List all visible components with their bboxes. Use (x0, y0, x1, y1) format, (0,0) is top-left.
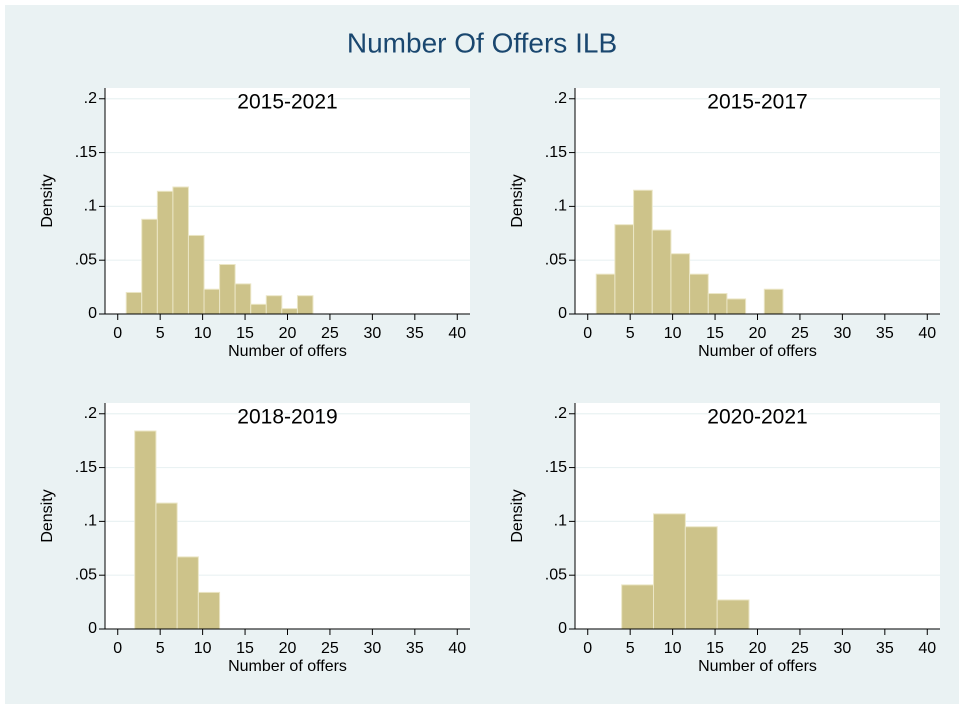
x-tick-label: 30 (363, 640, 381, 657)
x-tick-label: 40 (448, 325, 466, 342)
bar (651, 229, 672, 315)
bar (595, 273, 616, 315)
y-tick-label: .2 (84, 90, 97, 107)
bar (281, 308, 298, 315)
bar (265, 295, 283, 315)
x-tick-label: 40 (918, 325, 936, 342)
x-tick-label: 20 (749, 640, 767, 657)
y-tick-label: .15 (75, 144, 97, 161)
x-tick-label: 15 (706, 640, 724, 657)
x-tick-label: 0 (583, 325, 592, 342)
x-tick-label: 35 (406, 325, 424, 342)
bar (125, 291, 143, 315)
bar (707, 293, 728, 315)
panel-title: 2015-2017 (707, 91, 807, 114)
x-tick-label: 25 (321, 325, 339, 342)
bar (763, 288, 784, 315)
x-axis-label: Number of offers (228, 658, 347, 675)
y-axis-label: Density (509, 489, 526, 542)
y-tick-label: .15 (545, 144, 567, 161)
x-tick-label: 35 (876, 640, 894, 657)
panel-title: 2020-2021 (707, 406, 807, 429)
bar (141, 218, 158, 315)
x-tick-label: 35 (406, 640, 424, 657)
bar (653, 513, 686, 630)
x-tick-label: 10 (194, 325, 212, 342)
x-tick-label: 0 (113, 640, 122, 657)
x-tick-label: 10 (664, 640, 682, 657)
bar (172, 186, 189, 315)
x-tick-label: 25 (791, 325, 809, 342)
x-tick-label: 20 (279, 325, 297, 342)
x-tick-label: 5 (156, 325, 165, 342)
x-tick-label: 40 (918, 640, 936, 657)
y-tick-label: .05 (75, 566, 97, 583)
y-tick-label: .15 (75, 459, 97, 476)
x-tick-label: 5 (626, 640, 635, 657)
bar (670, 253, 691, 315)
figure-title: Number Of Offers ILB (347, 27, 617, 58)
bar (197, 591, 221, 630)
x-tick-label: 30 (833, 640, 851, 657)
x-tick-label: 30 (833, 325, 851, 342)
x-axis-label: Number of offers (228, 343, 347, 360)
y-tick-label: 0 (558, 620, 567, 637)
x-tick-label: 5 (626, 325, 635, 342)
x-tick-label: 10 (194, 640, 212, 657)
y-tick-label: .1 (554, 198, 567, 215)
bar (250, 303, 267, 315)
x-tick-label: 30 (363, 325, 381, 342)
y-tick-label: .1 (84, 513, 97, 530)
y-axis-label: Density (39, 174, 56, 227)
x-tick-label: 25 (791, 640, 809, 657)
y-tick-label: 0 (88, 620, 97, 637)
y-tick-label: .2 (554, 405, 567, 422)
bar (203, 288, 221, 315)
x-tick-label: 15 (236, 640, 254, 657)
y-tick-label: .05 (75, 251, 97, 268)
bar (726, 298, 747, 315)
x-tick-label: 0 (113, 325, 122, 342)
bar (134, 430, 157, 630)
bar (156, 190, 174, 315)
bar (633, 189, 653, 315)
y-tick-label: .1 (554, 513, 567, 530)
x-tick-label: 35 (876, 325, 894, 342)
y-tick-label: .05 (545, 566, 567, 583)
bar (684, 526, 718, 630)
y-tick-label: .1 (84, 198, 97, 215)
panel-title: 2015-2021 (237, 91, 337, 114)
x-tick-label: 10 (664, 325, 682, 342)
bar (187, 234, 205, 315)
bar (296, 295, 314, 315)
x-tick-label: 15 (236, 325, 254, 342)
x-tick-label: 0 (583, 640, 592, 657)
x-tick-label: 25 (321, 640, 339, 657)
y-axis-label: Density (39, 489, 56, 542)
panel-title: 2018-2019 (237, 406, 337, 429)
bar (234, 283, 252, 315)
y-tick-label: .05 (545, 251, 567, 268)
bar (219, 263, 236, 315)
y-axis-label: Density (509, 174, 526, 227)
x-axis-label: Number of offers (698, 658, 817, 675)
y-tick-label: .15 (545, 459, 567, 476)
x-axis-label: Number of offers (698, 343, 817, 360)
bar (716, 599, 750, 630)
bar (689, 273, 709, 315)
x-tick-label: 40 (448, 640, 466, 657)
x-tick-label: 15 (706, 325, 724, 342)
bar (176, 556, 199, 630)
bar (155, 502, 178, 630)
x-tick-label: 5 (156, 640, 165, 657)
y-tick-label: 0 (88, 305, 97, 322)
bar (614, 224, 635, 315)
y-tick-label: .2 (554, 90, 567, 107)
x-tick-label: 20 (749, 325, 767, 342)
x-tick-label: 20 (279, 640, 297, 657)
y-tick-label: 0 (558, 305, 567, 322)
y-tick-label: .2 (84, 405, 97, 422)
bar (621, 584, 655, 630)
